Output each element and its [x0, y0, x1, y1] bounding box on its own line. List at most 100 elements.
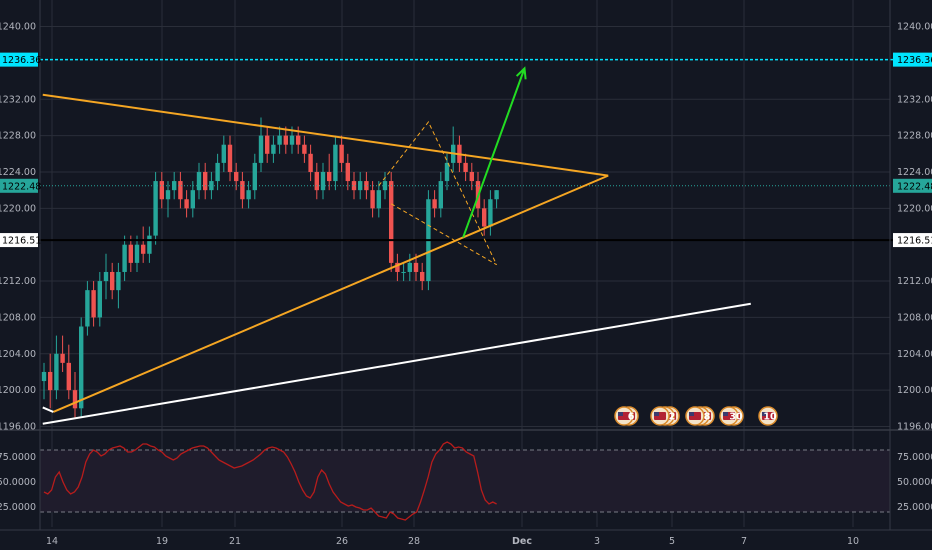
resistance-level-tag-right: 1236.36: [897, 55, 932, 66]
candle-body-30: [227, 144, 233, 172]
candle-body-43: [308, 153, 313, 172]
price-tick-left-3: 1224.00: [0, 167, 36, 178]
x-tick-8: 7: [741, 536, 747, 547]
candle-body-32: [240, 181, 245, 200]
event-badge-4-label: 30: [729, 412, 743, 423]
candle-body-73: [494, 190, 499, 200]
price-tick-right-1: 1232.00: [897, 94, 932, 105]
last-price-tag-left: 1222.48: [2, 181, 41, 192]
candle-body-6: [79, 326, 84, 409]
candle-body-8: [91, 290, 96, 318]
candle-body-38: [277, 135, 282, 145]
candle-body-2: [54, 353, 59, 391]
event-badge-5-label: 10: [763, 412, 777, 423]
osc-tick-left-0: 75.0000: [0, 452, 36, 463]
osc-tick-right-1: 50.0000: [897, 477, 932, 488]
oscillator-line: [43, 441, 497, 521]
bullish-projection-arrow-head: [515, 66, 527, 80]
osc-tick-right-0: 75.0000: [897, 452, 932, 463]
oscillator-band-fill: [40, 450, 890, 512]
price-tick-right-4: 1220.00: [897, 203, 932, 214]
candle-body-45: [320, 171, 326, 191]
support-level-tag-left-bg: [0, 233, 38, 248]
event-badge-3[interactable]: 8: [685, 406, 715, 426]
support-level-tag-right: 1216.51: [897, 236, 932, 247]
short-trend-line: [42, 406, 54, 413]
price-tick-left-8: 1200.00: [0, 385, 36, 396]
x-tick-5: Dec: [512, 536, 532, 547]
candle-body-15: [134, 244, 140, 263]
candle-body-46: [327, 171, 332, 182]
price-tick-right-5: 1212.00: [897, 276, 932, 287]
candle-body-31: [234, 171, 239, 182]
price-tick-right-7: 1204.00: [897, 349, 932, 360]
candle-body-11: [110, 271, 115, 291]
candle-body-50: [351, 181, 357, 191]
candle-body-13: [122, 244, 127, 272]
candle-body-37: [271, 144, 276, 154]
price-tick-left-0: 1240.00: [0, 22, 36, 33]
candle-body-21: [172, 181, 177, 191]
candle-body-58: [401, 271, 406, 273]
x-tick-7: 5: [669, 536, 675, 547]
price-tick-left-9: 1196.00: [0, 422, 36, 433]
resistance-level-tag-left-bg: [0, 52, 38, 67]
event-badge-4-flag-canton-0: [723, 412, 728, 416]
last-price-tag-right: 1222.48: [897, 181, 932, 192]
triangle-lower-line: [52, 174, 609, 413]
candle-body-25: [196, 171, 202, 191]
candle-body-35: [258, 135, 264, 163]
event-badge-4[interactable]: 30: [719, 406, 744, 426]
candle-body-40: [289, 135, 295, 145]
candle-body-16: [141, 244, 146, 254]
event-badge-5[interactable]: 10: [758, 406, 778, 426]
event-badge-5-flag-canton-0: [762, 412, 767, 416]
candle-body-1: [48, 371, 53, 391]
candle-body-49: [345, 162, 350, 182]
candle-body-5: [72, 390, 78, 409]
candle-body-68: [463, 162, 468, 172]
support-level-tag-left: 1216.51: [2, 236, 41, 247]
bullish-projection-arrow: [462, 68, 526, 238]
candle-body-53: [370, 190, 375, 209]
candle-body-64: [438, 181, 443, 209]
event-badge-2[interactable]: 2: [650, 406, 680, 426]
price-tick-left-4: 1220.00: [0, 203, 36, 214]
event-badges[interactable]: 6 2 8 30 10: [614, 406, 778, 426]
candle-body-10: [103, 271, 109, 282]
grid-lines: [40, 0, 890, 527]
candle-body-7: [85, 290, 90, 327]
event-badge-2-flag-canton-0: [654, 412, 659, 416]
x-tick-3: 26: [336, 536, 348, 547]
candle-body-61: [420, 271, 425, 282]
x-tick-1: 19: [156, 536, 168, 547]
candle-body-33: [246, 190, 251, 200]
price-tick-right-2: 1228.00: [897, 131, 932, 142]
candle-body-3: [60, 353, 65, 363]
candle-body-59: [407, 262, 412, 272]
price-tick-right-9: 1196.00: [897, 422, 932, 433]
resistance-level-tag-right-bg: [893, 52, 932, 67]
support-level-tag-right-bg: [893, 233, 932, 248]
candle-body-4: [66, 362, 71, 391]
candle-body-17: [147, 235, 152, 254]
candle-body-71: [482, 208, 487, 227]
candle-body-20: [165, 190, 171, 200]
wedge-lower-line: [390, 203, 497, 266]
x-tick-6: 3: [594, 536, 600, 547]
candle-body-34: [252, 162, 257, 191]
candle-body-63: [432, 199, 437, 209]
candle-body-56: [389, 181, 394, 263]
event-badge-1-label: 6: [628, 412, 635, 423]
candle-body-72: [488, 199, 493, 227]
event-badge-1[interactable]: 6: [614, 406, 639, 426]
candle-body-23: [184, 199, 189, 209]
drawing-annotations[interactable]: [0, 58, 932, 425]
candle-body-57: [395, 262, 400, 272]
candle-body-28: [215, 162, 220, 182]
last-price-tag-left-bg: [0, 178, 38, 193]
wedge-upper-line: [378, 121, 498, 265]
x-tick-4: 28: [408, 536, 420, 547]
event-badge-3-flag-canton-0: [689, 412, 694, 416]
